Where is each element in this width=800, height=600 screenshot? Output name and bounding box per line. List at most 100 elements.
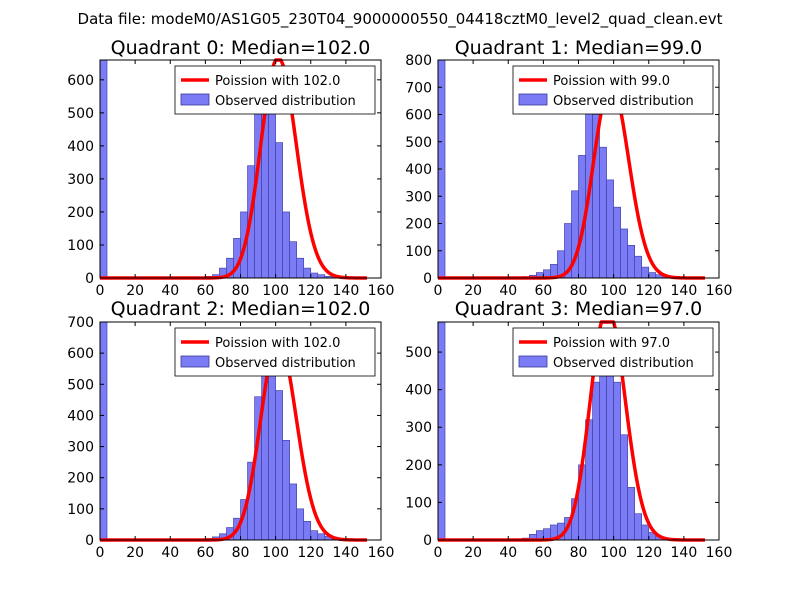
y-tick-label: 200 — [405, 217, 432, 233]
x-tick-label: 60 — [196, 545, 214, 561]
y-tick-label: 600 — [67, 73, 94, 89]
x-tick-label: 100 — [600, 283, 627, 299]
histogram-bar — [303, 521, 312, 541]
histogram-bar — [99, 321, 108, 541]
histogram-bar — [310, 272, 319, 279]
x-tick-label: 100 — [262, 545, 289, 561]
x-tick-label: 20 — [126, 283, 144, 299]
x-tick-label: 120 — [635, 545, 662, 561]
y-tick-label: 0 — [85, 271, 94, 287]
histogram-bar — [282, 440, 290, 541]
x-tick-label: 160 — [368, 545, 395, 561]
y-tick-label: 600 — [405, 108, 432, 124]
legend-box — [512, 65, 714, 115]
y-tick-label: 200 — [67, 205, 94, 221]
legend-bar-swatch — [180, 93, 210, 106]
histogram-bar — [268, 92, 276, 279]
y-tick-label: 300 — [405, 420, 432, 436]
panel-quadrant-1: Quadrant 1: Median=99.0 0 20 40 60 80 100 120 1… — [405, 37, 732, 299]
histogram-bar — [627, 487, 635, 541]
y-tick-label: 100 — [67, 502, 94, 518]
panel-quadrant-3: Quadrant 3: Median=97.0 0 20 40 60 80 100 120 1… — [405, 298, 732, 561]
panel-title: Quadrant 3: Median=97.0 — [455, 298, 703, 320]
histogram-bar — [620, 434, 628, 541]
legend-box — [512, 327, 714, 377]
histogram-bar — [275, 142, 283, 279]
y-tick-label: 400 — [405, 162, 432, 178]
histogram-bar — [634, 513, 643, 541]
histogram-bar — [613, 206, 621, 279]
panel-title: Quadrant 1: Median=99.0 — [455, 37, 703, 59]
y-tick-label: 300 — [405, 189, 432, 205]
y-tick-label: 100 — [67, 238, 94, 254]
x-tick-label: 80 — [570, 283, 588, 299]
x-tick-label: 0 — [434, 283, 443, 299]
x-tick-label: 40 — [161, 545, 179, 561]
x-tick-label: 60 — [196, 283, 214, 299]
histogram-bar — [592, 381, 600, 541]
x-tick-label: 140 — [333, 283, 360, 299]
y-tick-label: 500 — [67, 106, 94, 122]
x-tick-label: 140 — [333, 545, 360, 561]
histogram-bar — [310, 530, 319, 541]
y-tick-label: 800 — [405, 53, 432, 69]
x-tick-label: 0 — [96, 283, 105, 299]
y-tick-label: 500 — [67, 377, 94, 393]
y-tick-label: 700 — [405, 80, 432, 96]
legend-bar-swatch — [180, 355, 210, 368]
legend-bar-label: Observed distribution — [215, 356, 356, 371]
figure-suptitle: Data file: modeM0/AS1G05_230T04_90000005… — [78, 10, 723, 29]
y-tick-label: 400 — [67, 408, 94, 424]
histogram-bar — [606, 179, 614, 279]
x-tick-label: 20 — [464, 283, 482, 299]
histogram-bar — [275, 390, 283, 541]
histogram-bar — [317, 533, 326, 541]
y-tick-label: 300 — [67, 172, 94, 188]
y-tick-label: 0 — [423, 271, 432, 287]
legend-box — [174, 65, 376, 115]
y-tick-label: 0 — [423, 533, 432, 549]
x-tick-label: 120 — [297, 545, 324, 561]
x-tick-label: 80 — [570, 545, 588, 561]
y-tick-label: 400 — [405, 383, 432, 399]
x-tick-label: 120 — [635, 283, 662, 299]
panel-quadrant-0: Quadrant 0: Median=102.0 0 20 40 60 80 100 120… — [67, 37, 394, 299]
legend-bar-swatch — [518, 93, 548, 106]
histogram-bar — [296, 508, 305, 541]
x-tick-label: 0 — [96, 545, 105, 561]
histogram-bar — [289, 241, 297, 279]
histogram-bar — [599, 146, 607, 279]
x-tick-label: 160 — [706, 283, 733, 299]
histogram-bar — [641, 524, 650, 541]
legend-line-label: Poission with 99.0 — [553, 74, 670, 89]
x-tick-label: 100 — [262, 283, 289, 299]
histogram-bar — [620, 228, 628, 279]
y-tick-label: 500 — [405, 135, 432, 151]
y-tick-label: 400 — [67, 139, 94, 155]
legend-bar-label: Observed distribution — [215, 94, 356, 109]
histogram-bar — [627, 245, 635, 279]
y-tick-label: 200 — [67, 471, 94, 487]
x-tick-label: 40 — [499, 545, 517, 561]
legend-box — [174, 327, 376, 377]
x-tick-label: 0 — [434, 545, 443, 561]
histogram-bar — [296, 257, 305, 279]
histogram-bar — [303, 267, 312, 279]
histogram-bar — [641, 266, 650, 279]
y-tick-label: 100 — [405, 495, 432, 511]
legend-bar-label: Observed distribution — [553, 356, 694, 371]
y-tick-label: 500 — [405, 345, 432, 361]
y-tick-label: 0 — [85, 533, 94, 549]
y-tick-label: 200 — [405, 458, 432, 474]
x-tick-label: 160 — [368, 283, 395, 299]
y-tick-label: 100 — [405, 244, 432, 260]
histogram-bar — [289, 483, 297, 541]
y-tick-label: 600 — [67, 346, 94, 362]
x-tick-label: 120 — [297, 283, 324, 299]
x-tick-label: 40 — [499, 283, 517, 299]
legend-bar-swatch — [518, 355, 548, 368]
y-tick-label: 700 — [67, 315, 94, 331]
x-tick-label: 60 — [534, 545, 552, 561]
histogram-bar — [282, 211, 290, 279]
